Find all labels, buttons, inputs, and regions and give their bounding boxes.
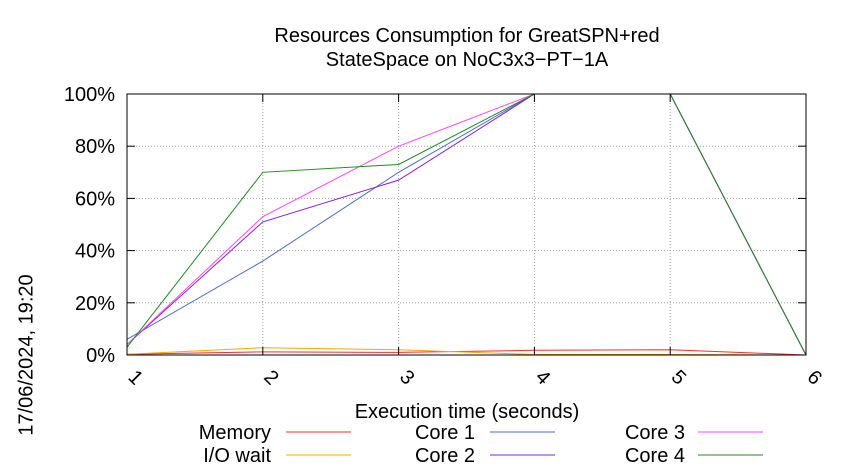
legend-label: Memory xyxy=(199,422,271,444)
y-axis-ticks: 0% 20% 40% 60% 80% 100% xyxy=(64,84,806,367)
x-axis-ticks: 1 2 3 4 5 6 xyxy=(124,94,826,389)
chart-title: Resources Consumption for GreatSPN+redSt… xyxy=(274,25,659,71)
legend-label: Core 2 xyxy=(415,445,475,467)
legend-label: I/O wait xyxy=(203,445,271,467)
x-tick-label: 5 xyxy=(667,366,690,389)
x-tick-label: 6 xyxy=(803,366,826,389)
y-tick-label: 80% xyxy=(75,136,115,158)
y-tick-label: 60% xyxy=(75,188,115,210)
x-tick-label: 2 xyxy=(259,366,282,389)
y-tick-label: 0% xyxy=(86,345,115,367)
chart-title-line: StateSpace on NoC3x3−PT−1A xyxy=(326,49,609,71)
plot-border xyxy=(126,93,807,356)
y-tick-label: 20% xyxy=(75,293,115,315)
plot-frame xyxy=(126,93,807,356)
x-tick-label: 4 xyxy=(531,366,554,389)
chart-title-line: Resources Consumption for GreatSPN+red xyxy=(274,25,659,47)
legend-label: Core 1 xyxy=(415,422,475,444)
series-line-memory xyxy=(126,349,807,356)
x-tick-label: 1 xyxy=(124,366,147,389)
y-tick-label: 40% xyxy=(75,241,115,263)
timestamp-text: 17/06/2024, 19:20 xyxy=(15,274,38,436)
legend-label: Core 4 xyxy=(625,445,685,467)
x-axis-label: Execution time (seconds) xyxy=(355,401,580,423)
y-tick-label: 100% xyxy=(64,84,115,106)
series-lines xyxy=(126,93,807,356)
series-line-core-1 xyxy=(126,93,807,356)
series-line-core-4 xyxy=(126,93,807,356)
x-tick-label: 3 xyxy=(395,366,418,389)
legend-label: Core 3 xyxy=(625,422,685,444)
